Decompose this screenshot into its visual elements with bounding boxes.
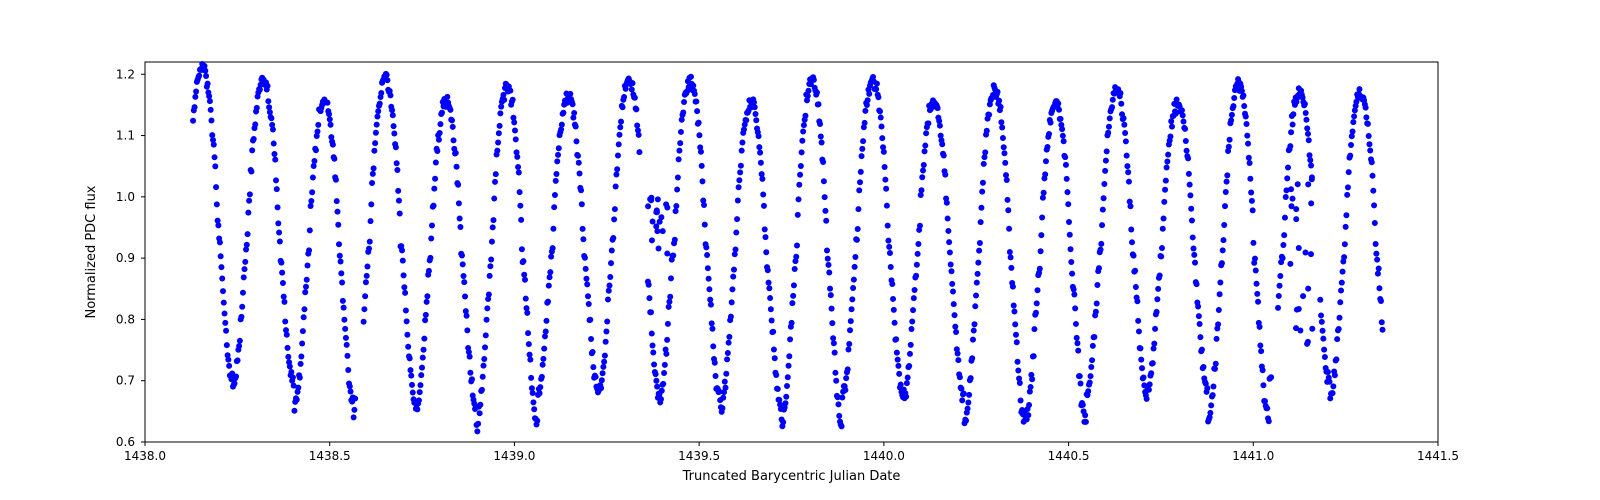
y-tick-label: 0.6	[116, 435, 135, 449]
x-tick-label: 1438.5	[309, 449, 351, 463]
light-curve-chart: 1438.0 1438.5 1439.0 1439.5 1440.0 1440.5 1441…	[0, 0, 1600, 500]
x-tick-label: 1441.5	[1417, 449, 1459, 463]
y-tick-label: 0.9	[116, 251, 135, 265]
x-tick-label: 1440.5	[1048, 449, 1090, 463]
x-tick-label: 1438.0	[124, 449, 166, 463]
y-tick-label: 1.2	[116, 67, 135, 81]
y-tick-label: 0.7	[116, 374, 135, 388]
chart-svg: 1438.0 1438.5 1439.0 1439.5 1440.0 1440.5 1441…	[0, 0, 1600, 500]
x-tick-label: 1439.0	[493, 449, 535, 463]
y-tick-label: 1.0	[116, 190, 135, 204]
x-tick-label: 1440.0	[863, 449, 905, 463]
x-tick-label: 1441.0	[1232, 449, 1274, 463]
y-tick-label: 1.1	[116, 129, 135, 143]
x-tick-label: 1439.5	[678, 449, 720, 463]
y-tick-label: 0.8	[116, 312, 135, 326]
x-axis-label: Truncated Barycentric Julian Date	[682, 469, 901, 484]
y-axis-label: Normalized PDC flux	[84, 185, 99, 318]
